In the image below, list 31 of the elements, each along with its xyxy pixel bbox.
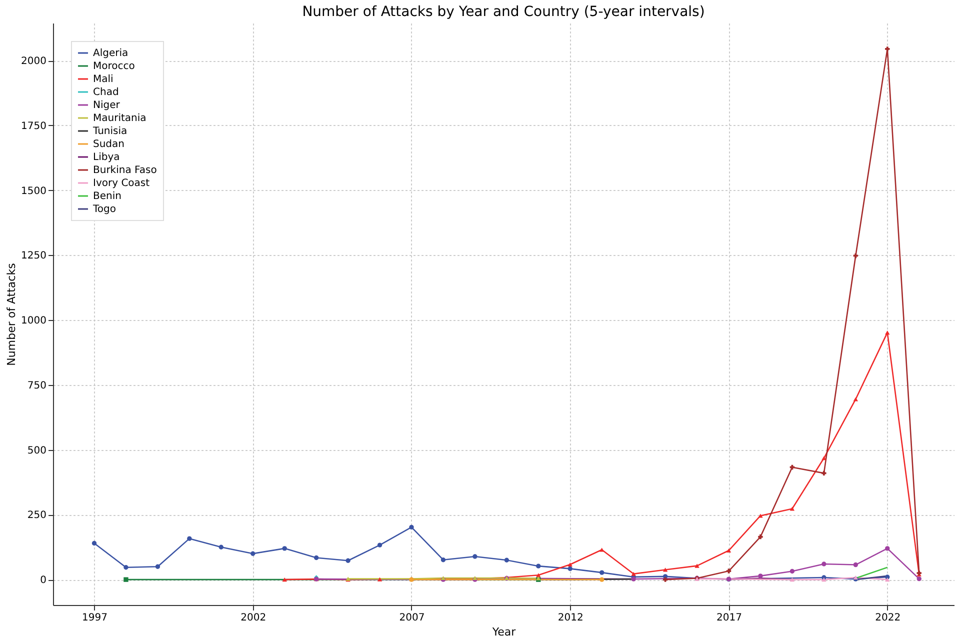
legend-label: Ivory Coast <box>93 178 150 189</box>
y-tick-label: 2000 <box>21 56 46 68</box>
legend-label: Morocco <box>93 61 135 72</box>
y-tick-label: 0 <box>40 575 46 586</box>
legend-label: Libya <box>93 152 120 163</box>
legend-label: Sudan <box>93 139 124 150</box>
legend-label: Algeria <box>93 48 128 59</box>
legend-label: Niger <box>93 100 121 111</box>
y-tick-label: 1500 <box>21 186 46 197</box>
y-tick-label: 1750 <box>21 120 46 132</box>
legend-label: Mauritania <box>93 113 146 124</box>
legend-label: Benin <box>93 191 122 202</box>
x-tick-label: 2022 <box>875 612 901 624</box>
legend-label: Mali <box>93 74 114 85</box>
y-tick-label: 1000 <box>21 316 46 327</box>
y-tick-label: 500 <box>27 445 46 456</box>
legend-label: Chad <box>93 87 119 98</box>
x-tick-label: 2002 <box>240 612 266 624</box>
x-tick-label: 2007 <box>399 612 425 624</box>
legend-label: Burkina Faso <box>93 165 157 176</box>
x-tick-label: 1997 <box>82 612 108 624</box>
legend-label: Togo <box>92 204 116 215</box>
y-tick-label: 750 <box>27 380 46 392</box>
x-axis-title: Year <box>491 626 516 638</box>
legend-label: Tunisia <box>92 126 128 137</box>
y-tick-label: 1250 <box>21 250 46 262</box>
x-tick-label: 2017 <box>716 612 742 624</box>
chart-title: Number of Attacks by Year and Country (5-year intervals) <box>302 4 705 20</box>
y-tick-label: 250 <box>27 510 46 522</box>
y-axis-title: Number of Attacks <box>5 262 18 366</box>
x-tick-label: 2012 <box>558 612 584 624</box>
